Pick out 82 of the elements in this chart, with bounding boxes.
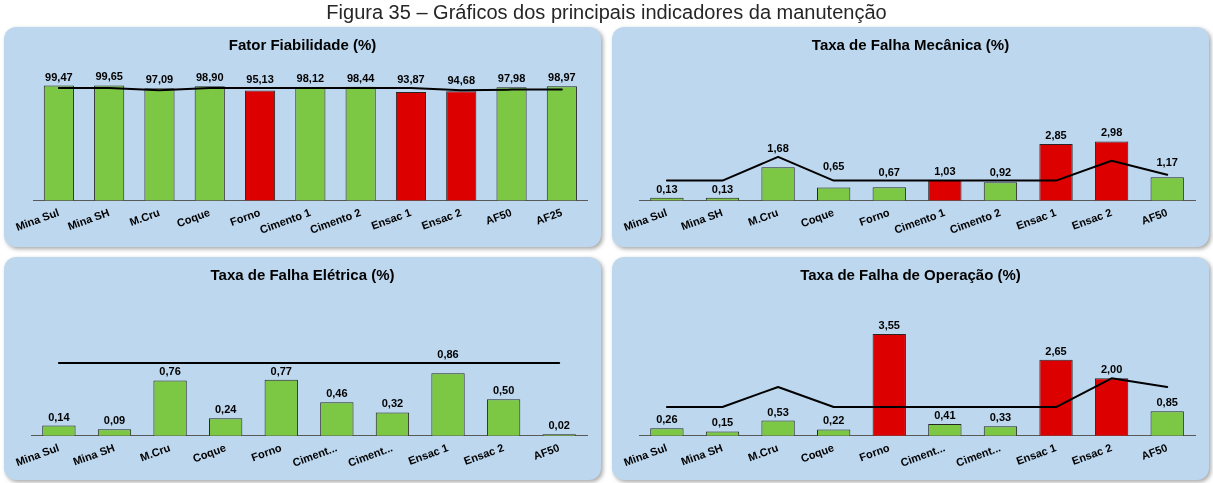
data-label: 0,24 — [214, 403, 238, 416]
data-label: 99,47 — [45, 70, 73, 83]
x-tick-label: Mina SH — [65, 206, 111, 233]
data-label: 95,13 — [246, 72, 274, 85]
data-label: 1,17 — [1156, 156, 1178, 169]
data-label: 0,26 — [656, 413, 678, 426]
data-label: 0,86 — [437, 348, 459, 360]
data-label: 0,09 — [103, 414, 126, 427]
x-tick-label: Forno — [857, 205, 892, 228]
chart-title: Taxa de Falha de Operação (%) — [800, 266, 1021, 284]
data-label: 0,92 — [989, 165, 1012, 178]
data-label: 98,12 — [296, 72, 325, 85]
data-label: 0,33 — [989, 411, 1012, 424]
data-label: 0,13 — [656, 182, 678, 195]
x-tick-label: Coque — [175, 206, 212, 230]
x-tick-label: Ciment... — [898, 441, 947, 469]
data-label: 94,68 — [447, 74, 476, 87]
x-tick-label: Coque — [191, 441, 228, 465]
data-label: 97,98 — [497, 72, 526, 85]
data-label: 0,15 — [711, 416, 734, 429]
x-tick-label: Ensac 1 — [1014, 206, 1058, 232]
data-label: 2,65 — [1045, 344, 1067, 357]
data-label: 0,65 — [822, 160, 845, 173]
data-label: 0,41 — [934, 409, 956, 422]
x-tick-label: Forno — [249, 441, 284, 464]
x-tick-label: Ensac 2 — [1070, 441, 1114, 467]
data-label: 0,46 — [326, 387, 348, 400]
x-tick-label: Coque — [799, 441, 836, 465]
x-tick-label: Ensac 2 — [462, 441, 506, 467]
chart-title: Taxa de Falha Elétrica (%) — [210, 266, 395, 284]
x-tick-label: AF50 — [531, 441, 561, 462]
data-label: 98,90 — [195, 71, 224, 84]
data-label: 2,98 — [1100, 126, 1123, 139]
x-tick-label: AF50 — [1139, 441, 1169, 462]
x-tick-label: Ensac 1 — [1014, 441, 1058, 467]
data-label: 0,02 — [548, 419, 570, 432]
data-label: 3,55 — [878, 318, 900, 331]
x-tick-label: AF50 — [1139, 206, 1169, 227]
x-tick-label: Forno — [857, 441, 892, 464]
data-label: 0,85 — [1156, 396, 1178, 409]
data-label: 2,00 — [1100, 363, 1123, 376]
data-label: 0,22 — [822, 414, 845, 427]
data-label: 99,65 — [95, 70, 123, 83]
data-label: 0,14 — [48, 410, 71, 423]
chart-title: Taxa de Falha Mecânica (%) — [811, 36, 1010, 54]
data-label: 0,13 — [711, 182, 734, 195]
data-label: 97,09 — [145, 73, 174, 86]
data-label: 1,68 — [767, 141, 789, 154]
data-label: 93,87 — [397, 72, 425, 85]
data-label: 98,97 — [548, 71, 576, 84]
x-tick-label: Mina SH — [679, 441, 725, 468]
text: Figura 35 – Gráficos dos principais indicadores da manutenção — [325, 1, 888, 24]
data-label: 1,03 — [934, 165, 956, 178]
x-tick-label: Mina Sul — [14, 441, 61, 469]
data-label: 0,76 — [159, 365, 181, 378]
x-tick-label: Ciment... — [954, 441, 1003, 469]
x-tick-label: Ciment... — [290, 441, 339, 469]
x-tick-label: Ensac 2 — [419, 206, 463, 232]
chart-title: Fator Fiabilidade (%) — [228, 36, 377, 54]
x-tick-label: Ensac 2 — [1070, 206, 1114, 232]
x-tick-label: Mina Sul — [622, 206, 669, 233]
x-tick-label: M.Cru — [746, 441, 780, 464]
x-tick-label: Ensac 1 — [369, 206, 413, 232]
x-tick-label: Mina Sul — [13, 206, 61, 233]
x-tick-label: Mina Sul — [622, 441, 669, 469]
x-tick-label: Mina SH — [679, 206, 725, 233]
x-tick-label: M.Cru — [746, 206, 780, 228]
x-tick-label: Mina SH — [71, 441, 117, 468]
data-label: 0,50 — [492, 384, 515, 397]
data-label: 0,67 — [878, 165, 900, 178]
x-tick-label: Ensac 1 — [406, 441, 450, 467]
data-label: 2,85 — [1045, 128, 1067, 141]
data-label: 0,77 — [270, 365, 292, 377]
x-tick-label: AF25 — [534, 206, 564, 227]
data-label: 0,53 — [767, 405, 789, 418]
x-tick-label: M.Cru — [138, 441, 172, 464]
data-label: 0,32 — [381, 397, 404, 410]
x-tick-label: Coque — [799, 206, 836, 230]
data-label: 98,44 — [346, 71, 376, 84]
x-tick-label: AF50 — [483, 206, 514, 227]
x-tick-label: Ciment... — [346, 441, 395, 469]
x-tick-label: M.Cru — [127, 206, 162, 228]
